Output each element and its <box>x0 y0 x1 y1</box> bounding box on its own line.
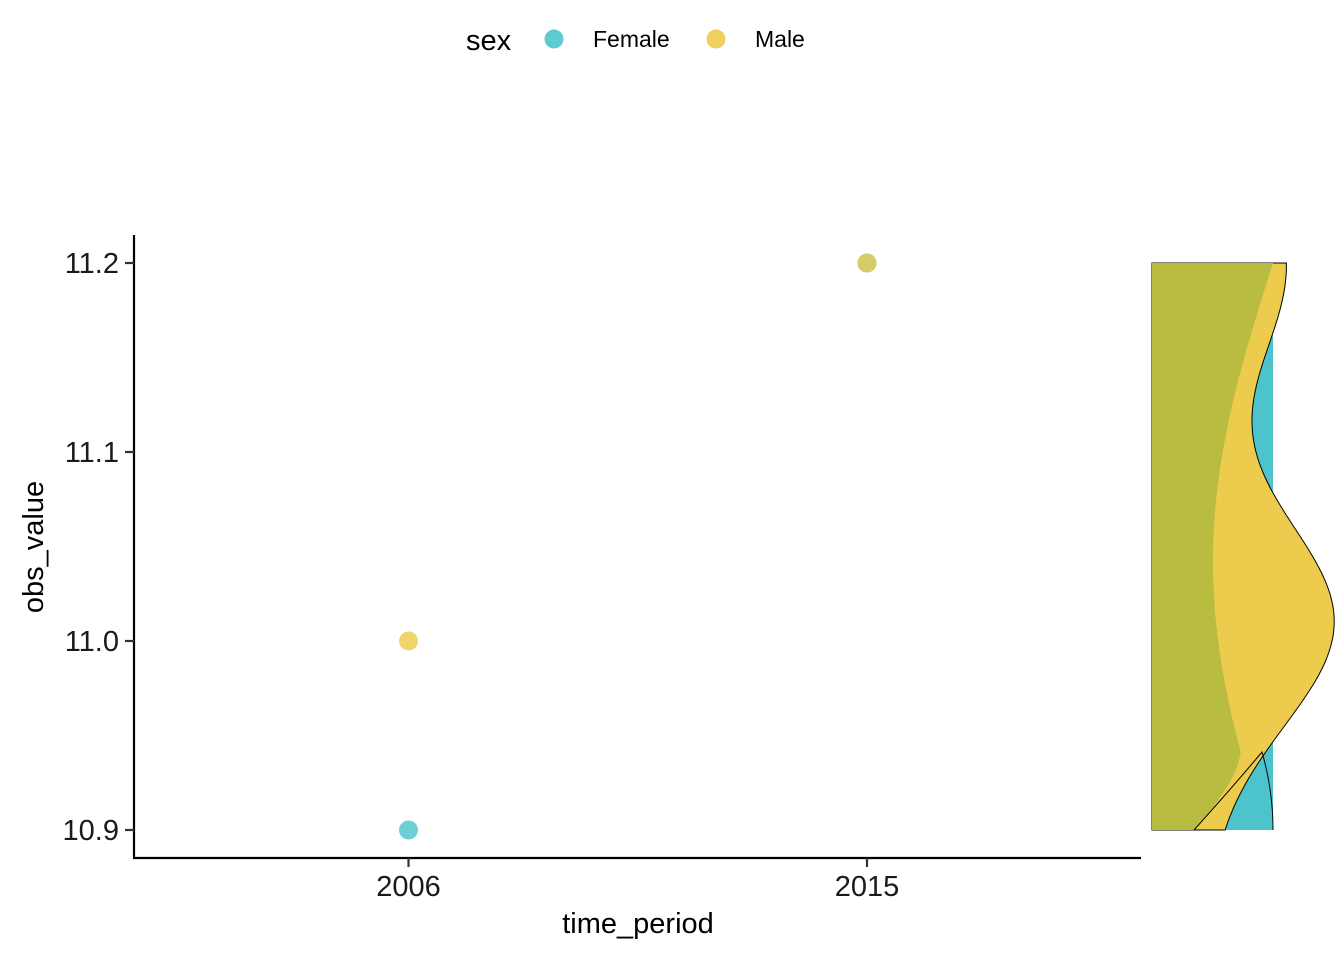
x-tick-label: 2006 <box>376 871 441 903</box>
y-tick-label: 10.9 <box>63 815 119 847</box>
point-female <box>399 820 418 840</box>
y-tick-label: 11.2 <box>65 248 119 280</box>
legend: sex Female Male <box>466 25 805 57</box>
x-axis-ticks: 2006 2015 <box>376 858 899 903</box>
data-points <box>399 253 877 840</box>
y-tick-label: 11.0 <box>65 626 119 658</box>
y-axis-title: obs_value <box>18 481 50 613</box>
density-overlap <box>1152 263 1273 830</box>
y-axis-ticks: 10.9 11.0 11.1 11.2 <box>63 248 134 847</box>
legend-key-female <box>544 29 564 49</box>
point-male <box>399 631 418 651</box>
point-male <box>857 253 877 273</box>
y-tick-label: 11.1 <box>65 437 119 469</box>
legend-title: sex <box>466 25 512 57</box>
legend-key-male <box>706 29 726 49</box>
legend-label-female: Female <box>593 26 670 52</box>
x-axis-title: time_period <box>562 908 714 940</box>
density-female-outline <box>1193 750 1274 831</box>
marginal-density-panel <box>1151 262 1335 831</box>
x-tick-label: 2015 <box>835 871 900 903</box>
legend-label-male: Male <box>755 26 805 52</box>
